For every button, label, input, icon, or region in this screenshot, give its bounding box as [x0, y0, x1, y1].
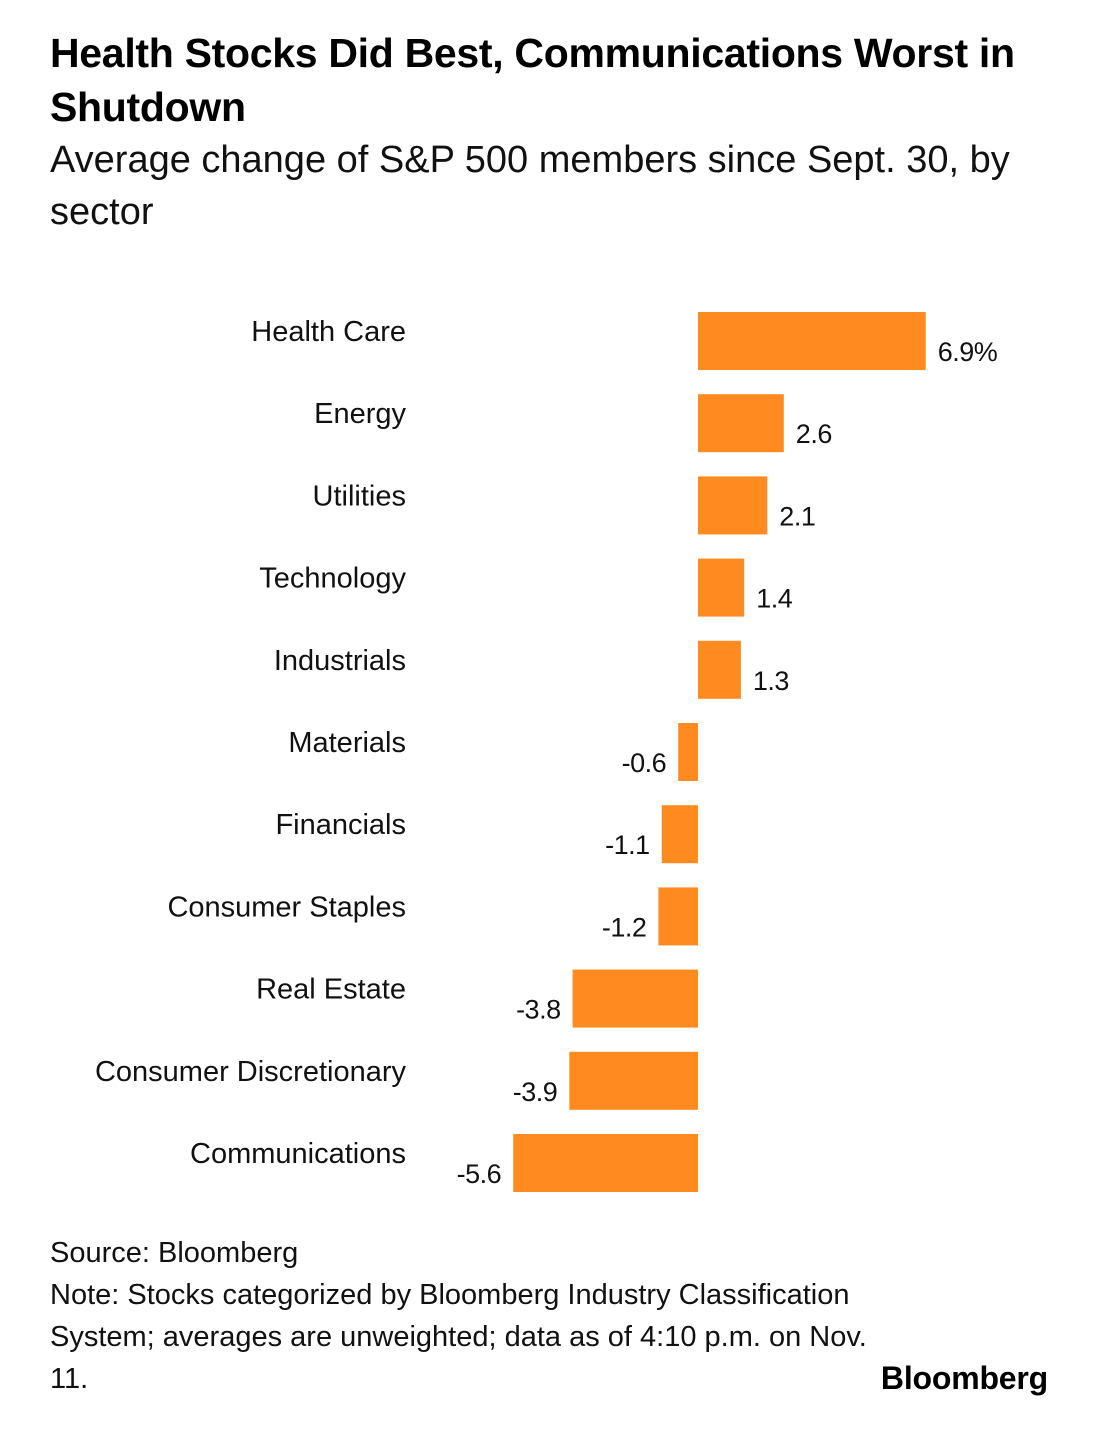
data-label: 1.4 — [756, 584, 793, 614]
category-label: Technology — [259, 563, 406, 595]
data-label: -3.9 — [513, 1077, 558, 1107]
category-label: Health Care — [251, 316, 406, 348]
bar — [661, 805, 698, 864]
bar — [572, 969, 698, 1028]
category-label: Consumer Staples — [167, 891, 406, 923]
source-note: Source: Bloomberg — [50, 1237, 299, 1269]
category-label: Energy — [314, 398, 406, 430]
data-label: -1.2 — [602, 912, 647, 942]
data-label: -1.1 — [605, 830, 650, 860]
chart-subtitle: Average change of S&P 500 members since … — [50, 139, 1010, 233]
category-label: Financials — [275, 809, 406, 841]
bar — [698, 558, 745, 617]
data-label: 2.1 — [779, 501, 815, 531]
bar — [569, 1051, 698, 1110]
bar — [678, 723, 698, 781]
data-label: 1.3 — [753, 666, 789, 696]
category-label: Consumer Discretionary — [95, 1056, 407, 1088]
bar — [658, 887, 698, 946]
methodology-note: Note: Stocks categorized by Bloomberg In… — [50, 1279, 867, 1395]
bar — [698, 640, 741, 699]
chart-title: Health Stocks Did Best, Communications W… — [50, 30, 1015, 130]
category-label: Industrials — [274, 645, 406, 677]
bar — [698, 312, 926, 370]
data-label: -5.6 — [457, 1159, 502, 1189]
data-label: 2.6 — [796, 419, 832, 449]
data-label: -3.8 — [516, 995, 561, 1025]
chart-footer: Source: Bloomberg Note: Stocks categoriz… — [50, 1232, 910, 1400]
bar — [698, 394, 784, 453]
bloomberg-logo: Bloomberg — [880, 1360, 1048, 1396]
category-label: Materials — [288, 727, 406, 759]
data-label: 6.9% — [938, 337, 998, 367]
bar — [698, 476, 768, 535]
bar — [513, 1134, 698, 1192]
bar-chart: Health Care 6.9% Energy 2.6 Utilities 2.1 Tech… — [95, 312, 998, 1192]
category-label: Real Estate — [256, 974, 406, 1006]
category-label: Communications — [190, 1138, 406, 1170]
category-label: Utilities — [313, 480, 406, 512]
data-label: -0.6 — [622, 748, 667, 778]
